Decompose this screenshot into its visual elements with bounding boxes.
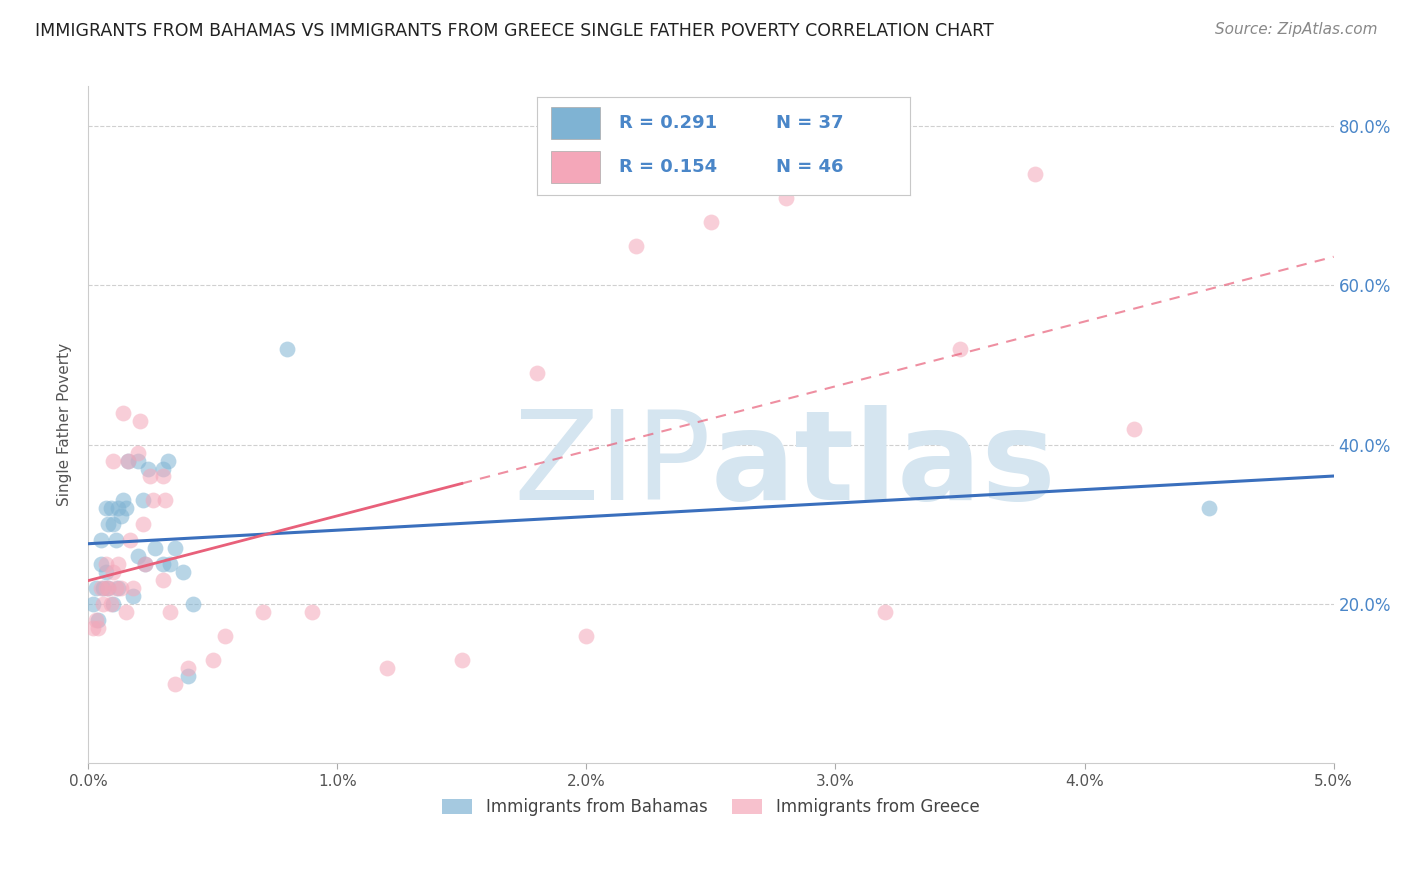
Point	[91, 597, 114, 611]
Point	[107, 557, 129, 571]
Point	[87, 621, 110, 635]
Point	[97, 581, 120, 595]
Point	[97, 581, 120, 595]
Point	[575, 629, 598, 643]
Point	[152, 557, 174, 571]
Point	[104, 533, 127, 548]
Point	[165, 541, 187, 556]
Point	[104, 581, 127, 595]
Point	[875, 605, 897, 619]
Point	[450, 652, 472, 666]
Point	[91, 581, 114, 595]
Point	[101, 565, 124, 579]
Point	[139, 469, 162, 483]
Point	[155, 493, 177, 508]
Point	[112, 406, 135, 420]
Point	[1024, 167, 1046, 181]
Point	[624, 238, 647, 252]
Point	[172, 565, 194, 579]
Point	[122, 581, 145, 595]
Point	[90, 533, 112, 548]
Point	[145, 541, 167, 556]
Point	[159, 605, 181, 619]
Point	[159, 557, 181, 571]
Point	[127, 453, 149, 467]
Y-axis label: Single Father Poverty: Single Father Poverty	[58, 343, 72, 507]
Point	[214, 629, 236, 643]
Point	[112, 493, 135, 508]
Point	[1198, 501, 1220, 516]
Point	[526, 366, 548, 380]
Point	[700, 215, 723, 229]
Point	[90, 581, 112, 595]
Point	[775, 191, 797, 205]
Text: IMMIGRANTS FROM BAHAMAS VS IMMIGRANTS FROM GREECE SINGLE FATHER POVERTY CORRELAT: IMMIGRANTS FROM BAHAMAS VS IMMIGRANTS FR…	[35, 22, 994, 40]
Point	[142, 493, 165, 508]
Point	[177, 668, 200, 682]
Point	[134, 557, 156, 571]
Point	[84, 613, 107, 627]
Point	[114, 501, 136, 516]
Point	[117, 453, 139, 467]
Point	[82, 621, 104, 635]
Point	[1123, 422, 1146, 436]
Point	[127, 549, 149, 563]
Point	[301, 605, 323, 619]
Point	[134, 557, 156, 571]
Point	[110, 581, 132, 595]
Point	[107, 581, 129, 595]
Point	[94, 557, 117, 571]
Point	[101, 453, 124, 467]
Point	[252, 605, 274, 619]
Point	[152, 469, 174, 483]
Point	[107, 501, 129, 516]
Point	[87, 613, 110, 627]
Point	[165, 676, 187, 690]
Legend: Immigrants from Bahamas, Immigrants from Greece: Immigrants from Bahamas, Immigrants from…	[436, 791, 986, 822]
Point	[129, 414, 152, 428]
Point	[101, 597, 124, 611]
Point	[120, 533, 142, 548]
Point	[94, 581, 117, 595]
Point	[276, 342, 298, 356]
Point	[117, 453, 139, 467]
Point	[84, 581, 107, 595]
Point	[127, 445, 149, 459]
Point	[949, 342, 972, 356]
Point	[82, 597, 104, 611]
Text: ZIP: ZIP	[513, 405, 711, 526]
Point	[156, 453, 179, 467]
Point	[132, 517, 155, 532]
Point	[201, 652, 224, 666]
Point	[181, 597, 204, 611]
Point	[110, 509, 132, 524]
Point	[132, 493, 155, 508]
Point	[114, 605, 136, 619]
Point	[90, 557, 112, 571]
Text: atlas: atlas	[711, 405, 1057, 526]
Point	[94, 501, 117, 516]
Point	[375, 660, 398, 674]
Point	[122, 589, 145, 603]
Point	[177, 660, 200, 674]
Point	[100, 597, 122, 611]
Point	[101, 517, 124, 532]
Point	[94, 565, 117, 579]
Point	[100, 501, 122, 516]
Point	[152, 461, 174, 475]
Point	[152, 573, 174, 587]
Point	[136, 461, 159, 475]
Point	[97, 517, 120, 532]
Text: Source: ZipAtlas.com: Source: ZipAtlas.com	[1215, 22, 1378, 37]
